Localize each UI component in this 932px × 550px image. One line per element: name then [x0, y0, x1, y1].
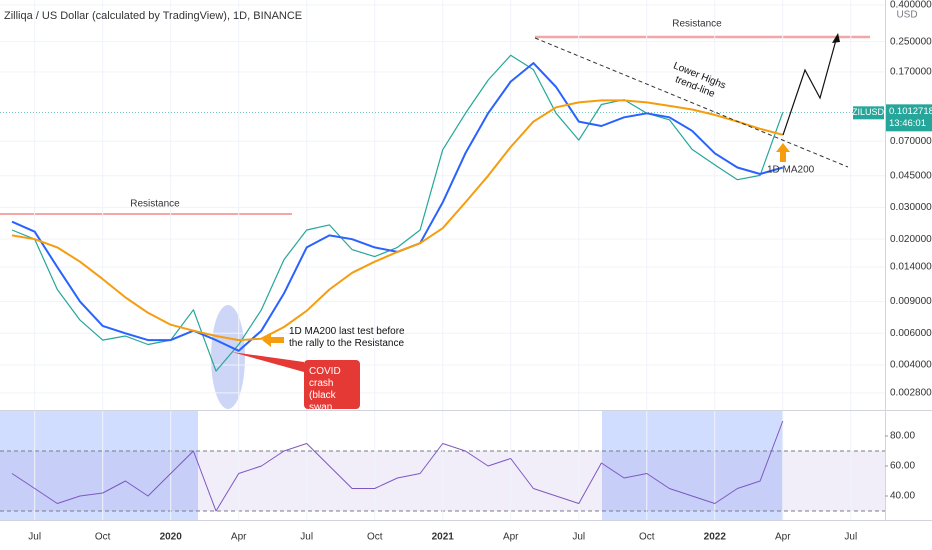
plot-layer	[0, 0, 885, 520]
annotation: Resistance	[672, 19, 722, 30]
x-tick-label: Apr	[231, 532, 247, 543]
projection-arrowhead	[832, 33, 840, 43]
y2-tick-label: 80.00	[890, 431, 915, 442]
series-line	[11, 420, 784, 512]
y-tick-label: 0.03000000	[890, 202, 932, 213]
x-tick-label: 2022	[704, 532, 727, 543]
callout-pointer	[232, 352, 304, 372]
annotation: 1D MA200 last test before the rally to t…	[289, 326, 405, 349]
y-tick-label: 0.00400000	[890, 360, 932, 371]
y2-tick-label: 40.00	[890, 491, 915, 502]
annotation: Resistance	[130, 199, 180, 210]
x-tick-label: Oct	[367, 532, 383, 543]
series-line	[11, 99, 784, 342]
y-tick-label: 0.25000000	[890, 36, 932, 47]
symbol-badge	[853, 106, 884, 120]
x-tick-label: 2021	[432, 532, 455, 543]
countdown: 13:46:01	[889, 118, 926, 129]
last-price: 0.10127187	[889, 106, 932, 117]
x-tick-label: Oct	[95, 532, 111, 543]
x-tick-label: Apr	[503, 532, 519, 543]
y-tick-label: 0.01400000	[890, 262, 932, 273]
y2-tick-label: 60.00	[890, 461, 915, 472]
y-tick-label: 0.00280000	[890, 388, 932, 399]
chart-title: Zilliqa / US Dollar (calculated by Tradi…	[4, 10, 302, 22]
symbol-label: ZILUSD	[852, 107, 885, 117]
y-tick-label: 0.07000000	[890, 136, 932, 147]
y-tick-label: 0.04500000	[890, 170, 932, 181]
callout-box	[304, 360, 360, 409]
y-tick-label: 0.17000000	[890, 66, 932, 77]
y-tick-label: 0.40000000	[890, 0, 932, 11]
x-tick-label: Apr	[775, 532, 791, 543]
x-tick-label: Jul	[28, 532, 41, 543]
y-tick-label: 0.02000000	[890, 234, 932, 245]
rsi-highlight	[0, 411, 198, 520]
y-tick-label: 0.00600000	[890, 328, 932, 339]
projection-path	[782, 39, 837, 136]
price-badge	[886, 104, 932, 132]
trend-line	[534, 37, 849, 168]
annotation: COVID crash (black swan event)	[309, 366, 341, 425]
y-tick-label: 0.00900000	[890, 296, 932, 307]
ma200-arrow	[262, 333, 284, 347]
x-tick-label: Oct	[639, 532, 655, 543]
rsi-highlight	[602, 411, 783, 520]
ma200-arrow	[776, 143, 790, 162]
annotation: 1D MA200	[767, 165, 815, 176]
x-tick-label: 2020	[160, 532, 183, 543]
under-layer	[0, 35, 870, 520]
x-tick-label: Jul	[300, 532, 313, 543]
currency-label: USD	[896, 10, 917, 21]
x-tick-label: Jul	[844, 532, 857, 543]
x-tick-label: Jul	[572, 532, 585, 543]
